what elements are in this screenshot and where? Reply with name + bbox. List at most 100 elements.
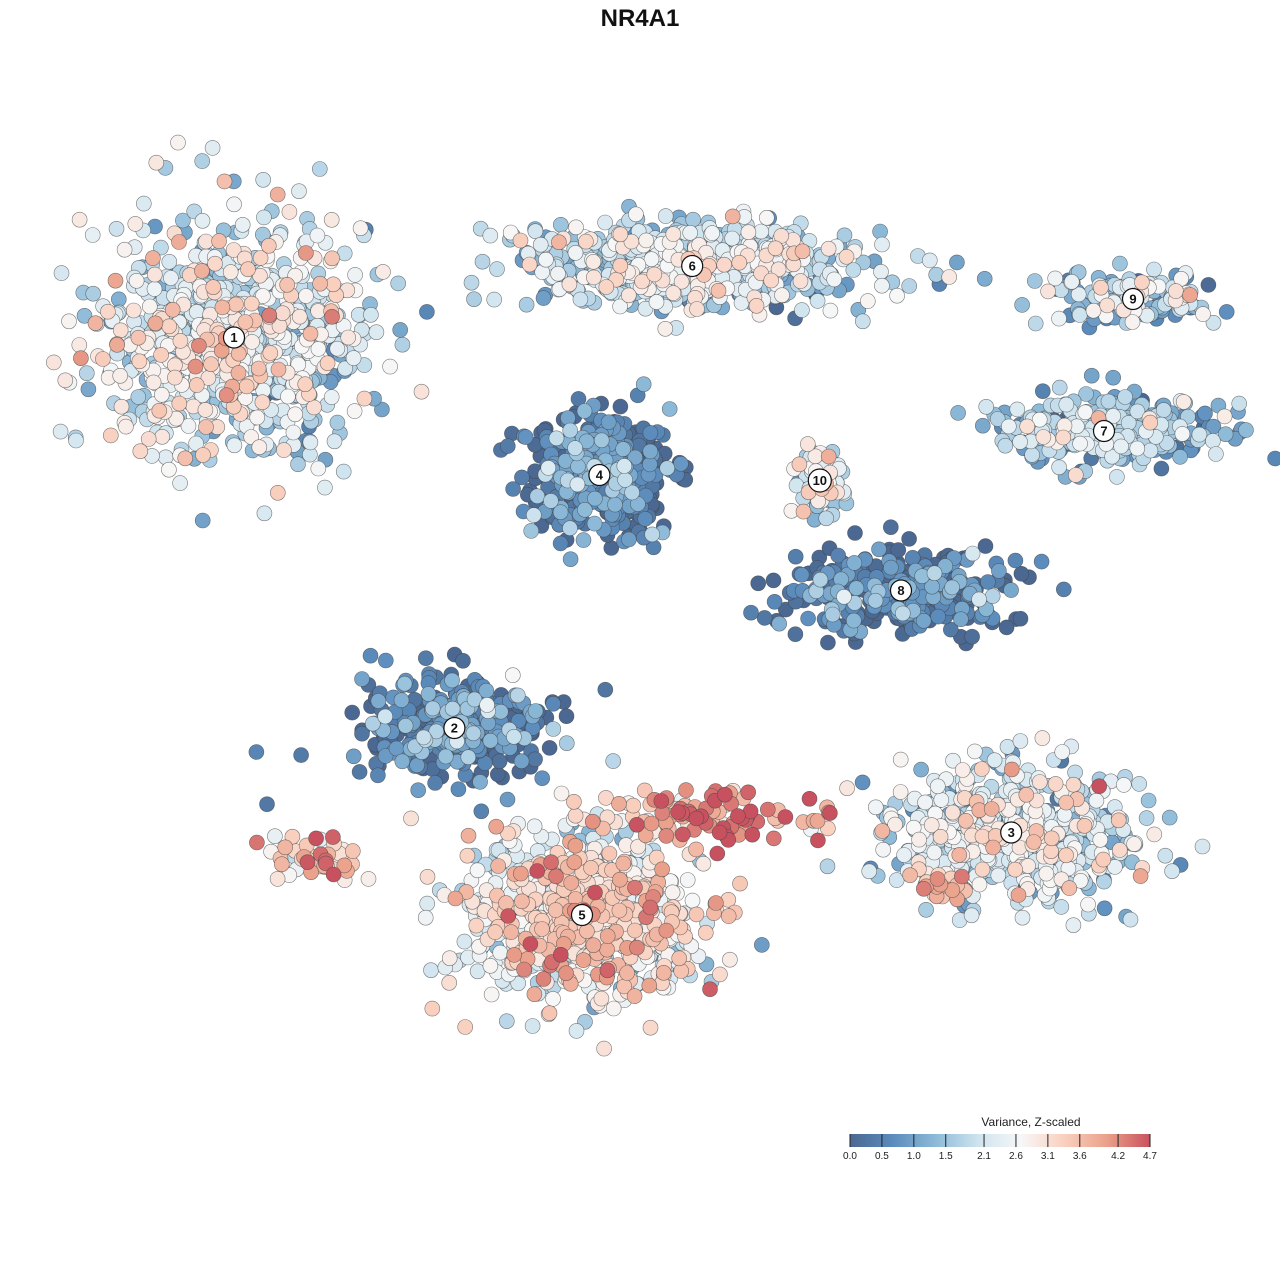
cell-point bbox=[562, 422, 579, 439]
cell-point bbox=[325, 276, 342, 293]
cell-point bbox=[413, 383, 430, 400]
cell-point bbox=[345, 748, 362, 765]
cell-point bbox=[324, 250, 340, 267]
cell-point bbox=[689, 301, 705, 317]
cell-point bbox=[311, 161, 328, 177]
cell-point bbox=[1096, 900, 1113, 917]
cell-point bbox=[1129, 440, 1146, 457]
cell-point bbox=[950, 405, 966, 421]
cell-point bbox=[437, 748, 454, 765]
cell-point bbox=[535, 290, 552, 306]
cell-point bbox=[928, 266, 945, 283]
cell-point bbox=[503, 924, 519, 940]
cell-point bbox=[362, 647, 379, 664]
cell-point bbox=[525, 507, 542, 523]
cell-point bbox=[918, 901, 934, 918]
cell-point bbox=[145, 374, 162, 391]
cell-point bbox=[986, 752, 1003, 769]
cell-point bbox=[298, 245, 314, 261]
cell-point bbox=[523, 523, 540, 539]
cell-point bbox=[1003, 761, 1020, 778]
cell-point bbox=[370, 693, 387, 709]
cell-point bbox=[276, 442, 292, 458]
cell-point bbox=[505, 481, 521, 497]
cell-point bbox=[642, 1019, 659, 1036]
cell-point bbox=[971, 876, 988, 893]
cell-point bbox=[750, 575, 767, 592]
cell-point bbox=[521, 256, 538, 273]
cell-point bbox=[360, 871, 377, 887]
cell-point bbox=[771, 615, 788, 632]
cell-point bbox=[708, 895, 724, 911]
cell-point bbox=[249, 834, 265, 851]
cell-point bbox=[482, 957, 499, 974]
cell-point bbox=[809, 293, 826, 309]
cell-point bbox=[913, 761, 929, 778]
cell-point bbox=[1105, 369, 1121, 386]
cell-point bbox=[1109, 469, 1125, 485]
cell-point bbox=[310, 460, 327, 477]
cell-point bbox=[273, 856, 290, 873]
cell-point bbox=[409, 757, 425, 774]
cell-point bbox=[1194, 838, 1211, 855]
cell-point bbox=[548, 868, 564, 885]
cell-point bbox=[800, 610, 816, 627]
cell-point bbox=[382, 358, 398, 375]
cell-point bbox=[562, 520, 578, 537]
cell-point bbox=[951, 847, 968, 863]
cell-point bbox=[615, 441, 631, 457]
cell-point bbox=[874, 277, 890, 294]
cell-point bbox=[522, 936, 539, 952]
cell-point bbox=[472, 774, 488, 790]
cell-point bbox=[658, 828, 675, 844]
cell-point bbox=[753, 937, 770, 953]
cell-point bbox=[586, 515, 603, 532]
cell-point bbox=[552, 217, 569, 233]
cell-point bbox=[874, 236, 890, 253]
cell-point bbox=[1175, 394, 1192, 410]
cell-point bbox=[732, 875, 748, 892]
cell-point bbox=[901, 531, 917, 547]
cell-point bbox=[290, 456, 306, 473]
cell-point bbox=[688, 906, 705, 923]
cell-point bbox=[1047, 776, 1064, 792]
cell-point bbox=[550, 265, 566, 282]
cell-point bbox=[720, 908, 737, 924]
cell-point bbox=[1126, 836, 1142, 852]
cell-point bbox=[963, 907, 980, 924]
cell-point bbox=[460, 827, 477, 844]
cell-point bbox=[415, 729, 432, 746]
cell-point bbox=[619, 965, 635, 981]
cell-point bbox=[1077, 404, 1094, 421]
cell-point bbox=[1019, 418, 1035, 435]
cell-point bbox=[370, 767, 386, 784]
cell-point bbox=[291, 308, 308, 325]
cell-point bbox=[774, 287, 790, 304]
cell-point bbox=[205, 279, 221, 296]
cell-point bbox=[646, 266, 663, 283]
cell-point bbox=[1061, 880, 1078, 896]
cell-point bbox=[291, 183, 307, 199]
cell-point bbox=[822, 302, 839, 319]
cell-point bbox=[375, 264, 391, 280]
cell-point bbox=[615, 855, 632, 872]
cell-point bbox=[1267, 450, 1280, 467]
cell-point bbox=[344, 704, 361, 721]
cell-point bbox=[671, 950, 688, 967]
cell-point bbox=[244, 334, 260, 350]
cell-point bbox=[198, 419, 214, 435]
cell-point bbox=[492, 944, 509, 961]
cell-point bbox=[1146, 826, 1163, 843]
cell-point bbox=[598, 790, 614, 806]
cell-point bbox=[1003, 582, 1019, 598]
cell-point bbox=[567, 837, 584, 854]
cell-point bbox=[1033, 553, 1050, 570]
cell-point bbox=[957, 812, 974, 829]
cell-point bbox=[1174, 426, 1191, 442]
cell-point bbox=[195, 447, 211, 463]
cell-point bbox=[867, 799, 884, 816]
cell-point bbox=[363, 306, 379, 323]
cell-point bbox=[170, 134, 186, 151]
cell-point bbox=[171, 234, 187, 250]
cell-point bbox=[654, 861, 670, 878]
